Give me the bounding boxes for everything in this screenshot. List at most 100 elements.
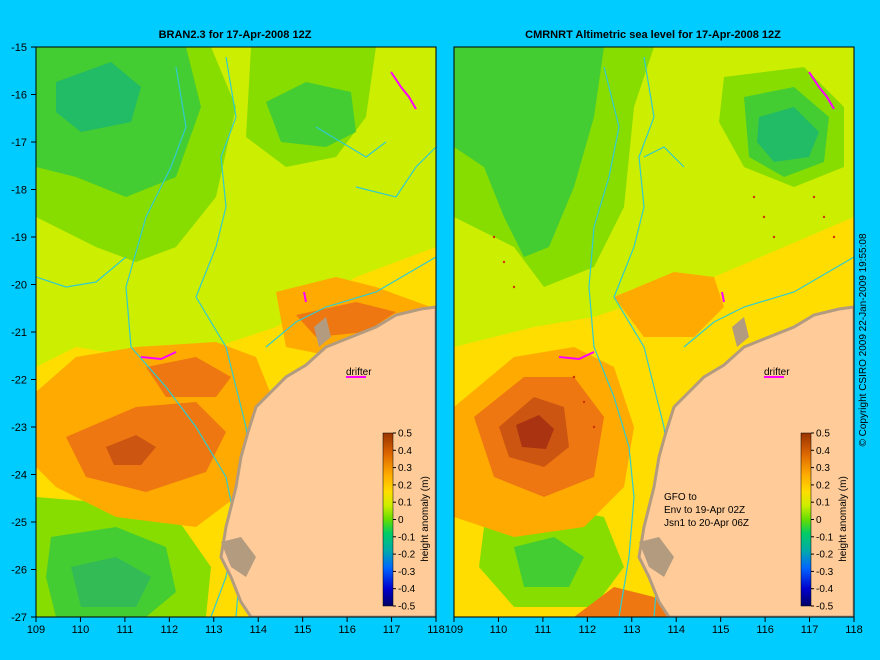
colorbar-tick-label: 0	[816, 515, 822, 526]
colorbar-tick-label: -0.5	[816, 602, 834, 613]
colorbar-tick-label: -0.3	[816, 567, 834, 578]
drifter-label: drifter	[346, 367, 372, 378]
x-tick-label: 117	[801, 624, 819, 636]
drifter-track-c	[808, 71, 835, 110]
colorbar-scale	[382, 432, 394, 607]
y-tick-label: -15	[11, 42, 27, 54]
x-tick-label: 111	[535, 624, 552, 636]
colorbar-tick-label: 0.5	[816, 429, 830, 440]
colorbar-tick-label: 0.5	[398, 429, 412, 440]
x-tick-label: 118	[427, 624, 445, 636]
x-axis: 109 110 111 112 113 114 115 116 117 118	[27, 617, 445, 636]
y-tick-label: -17	[11, 137, 27, 149]
colorbar-scale	[800, 432, 812, 607]
contour-band	[514, 537, 584, 587]
colorbar-ticks: 0.5 0.4 0.3 0.2 0.1 0 -0.1 -0.2 -0.3 -0.4 -0.5	[393, 429, 416, 613]
drifter-track-a	[558, 351, 595, 361]
y-tick-label: -25	[11, 517, 27, 529]
x-tick-label: 109	[27, 624, 45, 636]
isobaths	[588, 56, 854, 617]
drifter-tracks	[140, 71, 417, 378]
contour-band	[757, 107, 819, 162]
colorbar-tick-label: 0.1	[816, 498, 830, 509]
panel-right: CMRNRT Altimetric sea level for 17-Apr-2…	[445, 29, 863, 636]
land	[219, 305, 436, 617]
altimeter-tracks	[492, 195, 836, 429]
colorbar-tick-label: -0.5	[398, 602, 416, 613]
colorbar-tick-label: 0.2	[816, 480, 830, 491]
drifter-track-b	[303, 291, 307, 303]
copyright-text: © Copyright CSIRO 2009 22-Jan-2009 19:55…	[858, 233, 869, 446]
x-tick-label: 116	[338, 624, 356, 636]
drifter-track-a	[140, 351, 177, 361]
chart-title: BRAN2.3 for 17-Apr-2008 12Z	[159, 29, 312, 41]
contour-band	[266, 82, 356, 147]
contour-band	[106, 435, 156, 465]
contour-band	[71, 557, 151, 607]
colorbar-ticks: 0.5 0.4 0.3 0.2 0.1 0 -0.1 -0.2 -0.3 -0.4 -0.5	[811, 429, 834, 613]
colorbar-tick-label: 0.4	[816, 446, 830, 457]
colorbar-tick-label: -0.4	[398, 584, 416, 595]
x-tick-label: 112	[161, 624, 179, 636]
colorbar-tick-label: -0.4	[816, 584, 834, 595]
colorbar-tick-label: 0.3	[398, 463, 412, 474]
contour-band	[614, 272, 724, 337]
colorbar: 0.5 0.4 0.3 0.2 0.1 0 -0.1 -0.2 -0.3 -0.4 -0.5 hei…	[800, 429, 849, 613]
contour-band	[574, 587, 674, 617]
plot-frame	[453, 46, 855, 618]
contour-band	[56, 62, 141, 132]
map-area: drifter	[36, 47, 436, 617]
panel-left: BRAN2.3 for 17-Apr-2008 12Z	[11, 29, 445, 636]
colorbar-tick-label: 0.2	[398, 480, 412, 491]
drifter-track-c	[390, 71, 417, 110]
y-tick-label: -24	[11, 470, 27, 482]
y-tick-label: -21	[11, 327, 27, 339]
x-tick-label: 110	[490, 624, 508, 636]
chart-title: CMRNRT Altimetric sea level for 17-Apr-2…	[525, 29, 781, 41]
colorbar-tick-label: -0.1	[398, 532, 416, 543]
map-area: drifter GFO to Env to 19-Apr 02Z Jsn1 to…	[454, 47, 854, 617]
y-tick-label: -26	[11, 565, 27, 577]
y-tick-label: -16	[11, 90, 27, 102]
x-tick-label: 117	[383, 624, 401, 636]
coast	[639, 537, 674, 577]
colorbar-tick-label: -0.1	[816, 532, 834, 543]
x-tick-label: 111	[117, 624, 134, 636]
x-tick-label: 115	[712, 624, 730, 636]
contour-band	[454, 47, 604, 257]
y-tick-label: -19	[11, 232, 27, 244]
coast	[221, 537, 256, 577]
colorbar-tick-label: -0.2	[398, 550, 416, 561]
colorbar-tick-label: 0.3	[816, 463, 830, 474]
colorbar-tick-label: 0.1	[398, 498, 412, 509]
colorbar: 0.5 0.4 0.3 0.2 0.1 0 -0.1 -0.2 -0.3 -0.4 -0.5 hei…	[382, 429, 431, 613]
annotation-gfo: GFO to	[664, 492, 697, 503]
drifter-track-b	[721, 291, 725, 303]
x-tick-label: 114	[249, 624, 267, 636]
y-tick-label: -23	[11, 422, 27, 434]
x-tick-label: 118	[845, 624, 863, 636]
contour-band	[516, 415, 554, 449]
coast	[314, 317, 331, 347]
y-tick-label: -20	[11, 280, 27, 292]
colorbar-tick-label: 0.4	[398, 446, 412, 457]
y-tick-label: -27	[11, 612, 27, 624]
y-axis: -15 -16 -17 -18 -19 -20 -21 -22 -23 -24 -25 -26 -27	[11, 42, 36, 624]
colorbar-label: height anomaly (m)	[420, 476, 431, 562]
y-tick-label: -22	[11, 375, 27, 387]
colorbar-tick-label: -0.2	[816, 550, 834, 561]
colorbar-tick-label: -0.3	[398, 567, 416, 578]
x-tick-label: 109	[445, 624, 463, 636]
annotation-jsn1: Jsn1 to 20-Apr 06Z	[664, 518, 749, 529]
x-tick-label: 116	[756, 624, 774, 636]
x-tick-label: 114	[667, 624, 685, 636]
x-axis: 109 110 111 112 113 114 115 116 117 118	[445, 617, 863, 636]
drifter-tracks	[558, 71, 835, 378]
x-tick-label: 110	[72, 624, 90, 636]
x-tick-label: 115	[294, 624, 312, 636]
contour-band	[146, 357, 231, 397]
colorbar-tick-label: 0	[398, 515, 404, 526]
coast	[732, 317, 749, 347]
y-tick-label: -18	[11, 185, 27, 197]
